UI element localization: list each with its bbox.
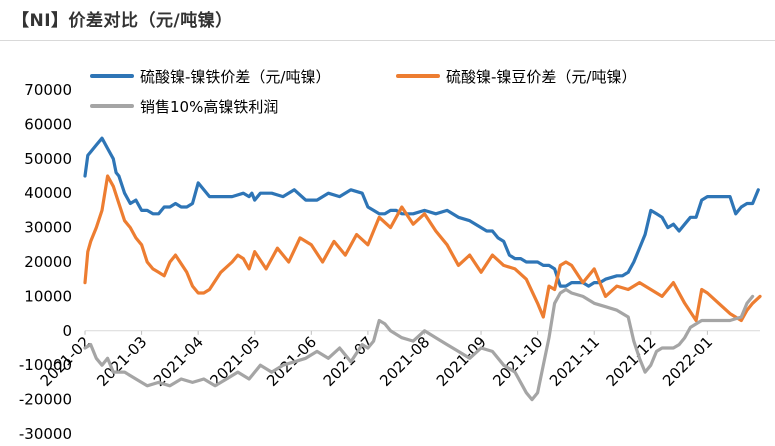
y-tick-label: 70000 <box>24 81 72 99</box>
y-axis-ticks: -30000 -20000 -10000 0 10000 20000 30000 40000 5… <box>19 81 760 443</box>
y-tick-label: 20000 <box>24 253 72 271</box>
legend-label-1: 硫酸镍-镍铁价差（元/吨镍） <box>140 68 330 86</box>
y-tick-label: -20000 <box>19 391 72 409</box>
y-tick-label: 30000 <box>24 219 72 237</box>
y-tick-label: 60000 <box>24 115 72 133</box>
page-title: 【NI】价差对比（元/吨镍） <box>12 11 233 31</box>
x-tick-label: 2021-11 <box>546 333 603 390</box>
x-tick-label: 2021-10 <box>489 333 546 390</box>
series-line-2 <box>83 174 762 323</box>
series-line-3 <box>83 287 755 402</box>
y-tick-label: -30000 <box>19 425 72 443</box>
legend: 硫酸镍-镍铁价差（元/吨镍） 硫酸镍-镍豆价差（元/吨镍） 销售10%高镍铁利润 <box>90 68 636 116</box>
title-divider <box>0 40 775 41</box>
legend-label-2: 硫酸镍-镍豆价差（元/吨镍） <box>446 68 636 86</box>
legend-label-3: 销售10%高镍铁利润 <box>140 98 278 116</box>
y-tick-label: 10000 <box>24 287 72 305</box>
x-tick-label: 2022-01 <box>659 333 716 390</box>
y-tick-label: 0 <box>62 322 72 340</box>
y-tick-label: 50000 <box>24 150 72 168</box>
y-tick-label: -10000 <box>19 356 72 374</box>
x-tick-label: 2021-05 <box>207 333 264 390</box>
x-tick-label: 2021-08 <box>376 333 433 390</box>
x-tick-label: 2021-07 <box>320 333 377 390</box>
y-tick-label: 40000 <box>24 184 72 202</box>
series-line-1 <box>83 136 760 288</box>
series-lines <box>83 136 762 402</box>
